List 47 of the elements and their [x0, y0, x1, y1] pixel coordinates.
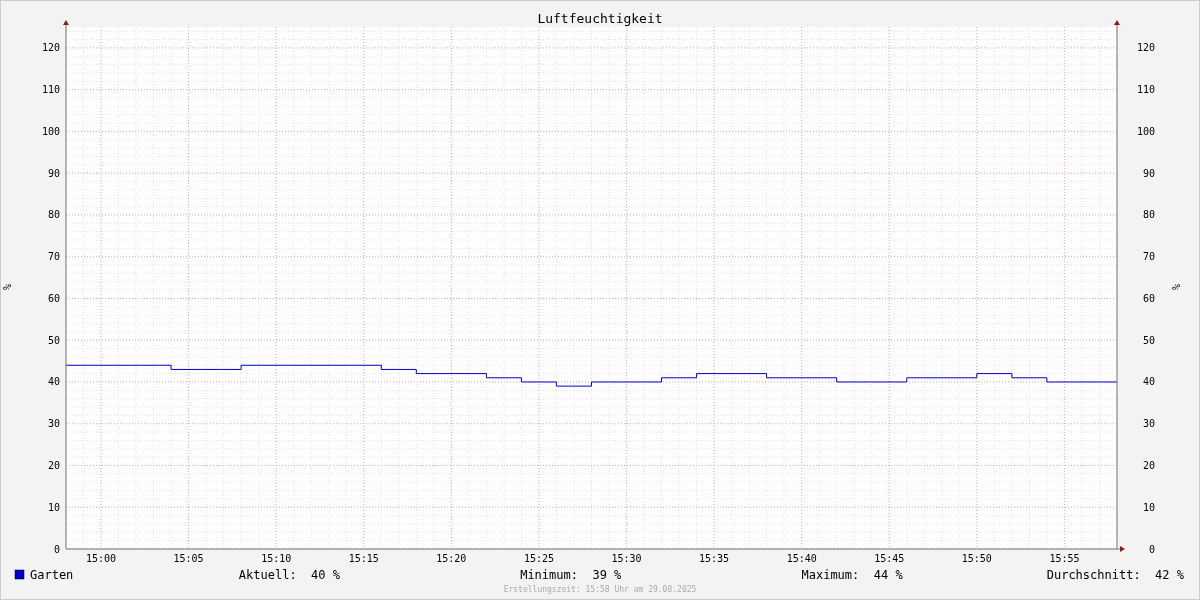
x-tick-label: 15:10 — [261, 553, 292, 564]
y-tick-label: 90 — [47, 167, 60, 179]
y2-tick-label: 40 — [1142, 376, 1155, 388]
y-tick-label: 30 — [47, 418, 60, 430]
x-tick-label: 15:05 — [173, 553, 204, 564]
text: Durchschnitt: 42 % — [1046, 568, 1185, 582]
y2-tick-label: 0 — [1148, 543, 1155, 555]
x-tick-label: 15:25 — [523, 553, 554, 564]
y2-tick-label: 50 — [1142, 334, 1155, 346]
y2-tick-label: 120 — [1136, 42, 1155, 54]
y-tick-label: 100 — [41, 125, 60, 137]
x-tick-label: 15:50 — [961, 553, 992, 564]
y-tick-label: 60 — [47, 292, 60, 304]
x-tick-label: 15:55 — [1049, 553, 1080, 564]
x-tick-label: 15:20 — [436, 553, 467, 564]
y-tick-label: 40 — [47, 376, 60, 388]
text: Minimum: 39 % — [520, 568, 623, 582]
x-tick-label: 15:30 — [611, 553, 642, 564]
y-tick-label: 80 — [47, 209, 60, 221]
y2-tick-label: 90 — [1142, 167, 1155, 179]
x-tick-label: 15:40 — [786, 553, 817, 564]
y-tick-label: 10 — [47, 501, 60, 513]
chart-title: Luftfeuchtigkeit — [537, 11, 663, 26]
y2-tick-label: 110 — [1136, 84, 1155, 96]
y2-tick-label: 60 — [1142, 292, 1155, 304]
y2-tick-label: 30 — [1142, 418, 1155, 430]
y2-tick-label: 70 — [1142, 251, 1155, 263]
y-tick-label: 0 — [53, 543, 60, 555]
y-axis-title: % — [2, 283, 13, 291]
y-tick-label: 110 — [41, 84, 60, 96]
y2-tick-label: 100 — [1136, 125, 1155, 137]
y-tick-label: 20 — [47, 459, 60, 471]
text: Aktuell: 40 % — [238, 568, 341, 582]
y2-tick-label: 10 — [1142, 501, 1155, 513]
y2-tick-label: 20 — [1142, 459, 1155, 471]
legend-label: Garten — [30, 568, 74, 582]
y-tick-label: 120 — [41, 42, 60, 54]
x-tick-label: 15:35 — [698, 553, 730, 564]
x-tick-label: 15:00 — [85, 553, 117, 564]
y-tick-label: 70 — [47, 251, 60, 263]
y2-axis-title: % — [1171, 283, 1182, 291]
text: Erstellungszeit: 15:58 Uhr am 29.08.2025 — [503, 585, 697, 594]
x-tick-label: 15:15 — [348, 553, 379, 564]
text: Maximum: 44 % — [801, 568, 904, 582]
y2-tick-label: 80 — [1142, 209, 1155, 221]
x-tick-label: 15:45 — [874, 553, 905, 564]
y-tick-label: 50 — [47, 334, 60, 346]
